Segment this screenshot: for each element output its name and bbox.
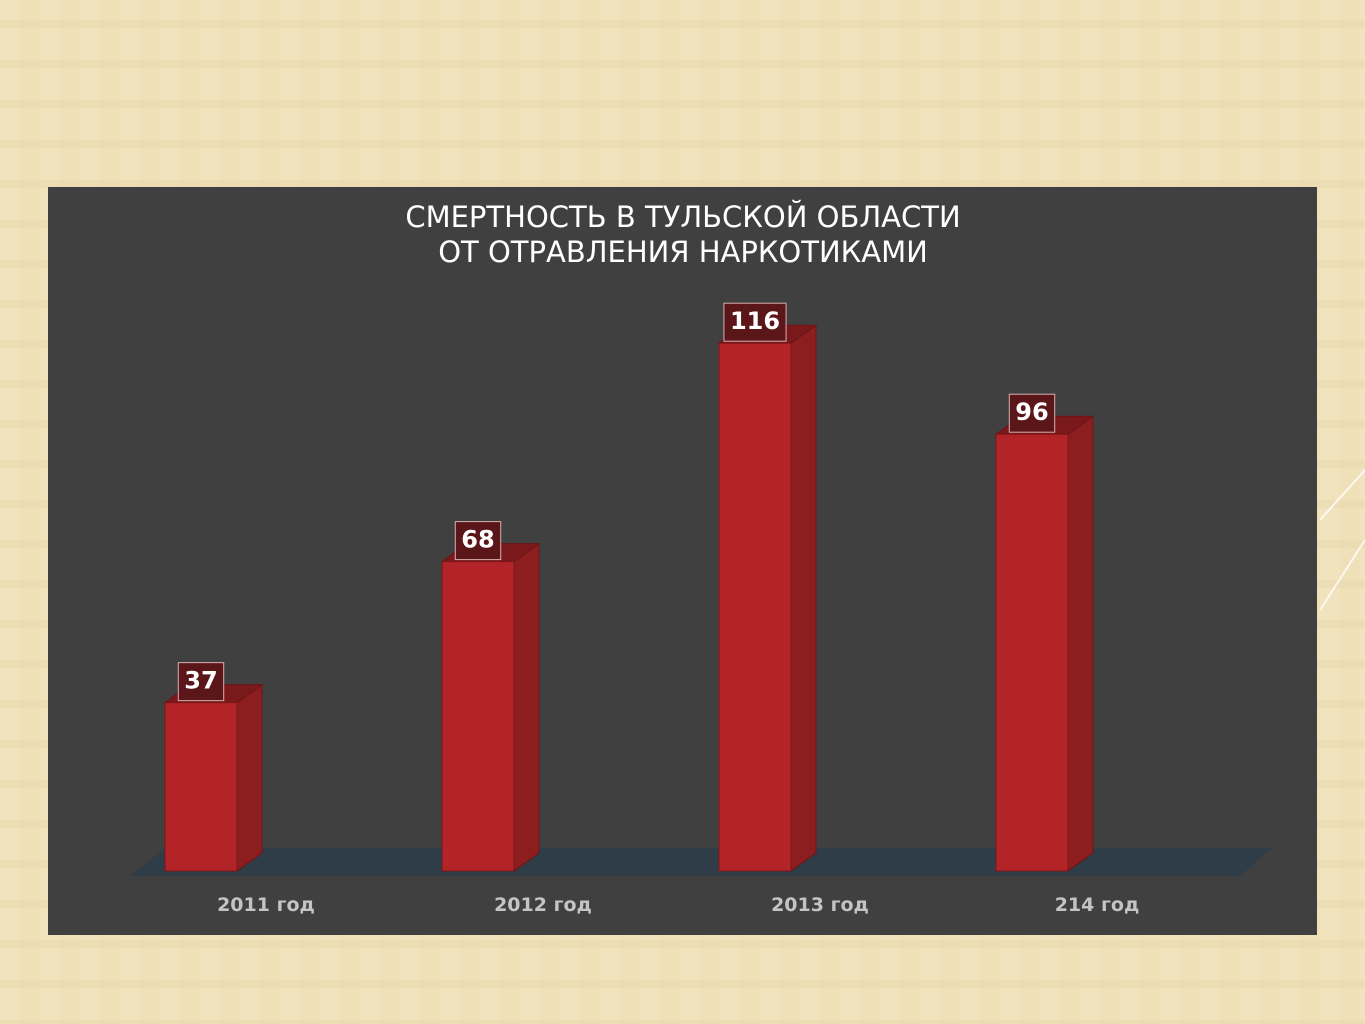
data-label-box (1008, 393, 1056, 433)
bar-side (236, 683, 263, 872)
x-tick-label: 2013 год (771, 894, 869, 916)
data-label: 37 (184, 667, 217, 695)
decor-lines (1319, 469, 1365, 611)
data-label-box (723, 302, 787, 342)
chart-title: ОТ ОТРАВЛЕНИЯ НАРКОТИКАМИ (438, 235, 928, 269)
bar (164, 702, 238, 872)
data-label: 96 (1015, 398, 1048, 426)
data-label: 68 (461, 526, 494, 554)
floor (130, 848, 1272, 876)
x-tick-label: 214 год (1055, 894, 1140, 916)
bar (441, 561, 515, 872)
data-label: 116 (730, 307, 780, 335)
chart-title: СМЕРТНОСТЬ В ТУЛЬСКОЙ ОБЛАСТИ (405, 200, 960, 234)
bar-side (513, 542, 540, 872)
data-label-box (454, 521, 502, 561)
bar (718, 342, 792, 872)
x-tick-label: 2012 год (494, 894, 592, 916)
data-label-box (177, 662, 225, 702)
bar-side (790, 324, 817, 872)
bar (995, 433, 1069, 872)
bar-side (1067, 415, 1094, 872)
x-tick-label: 2011 год (217, 894, 315, 916)
